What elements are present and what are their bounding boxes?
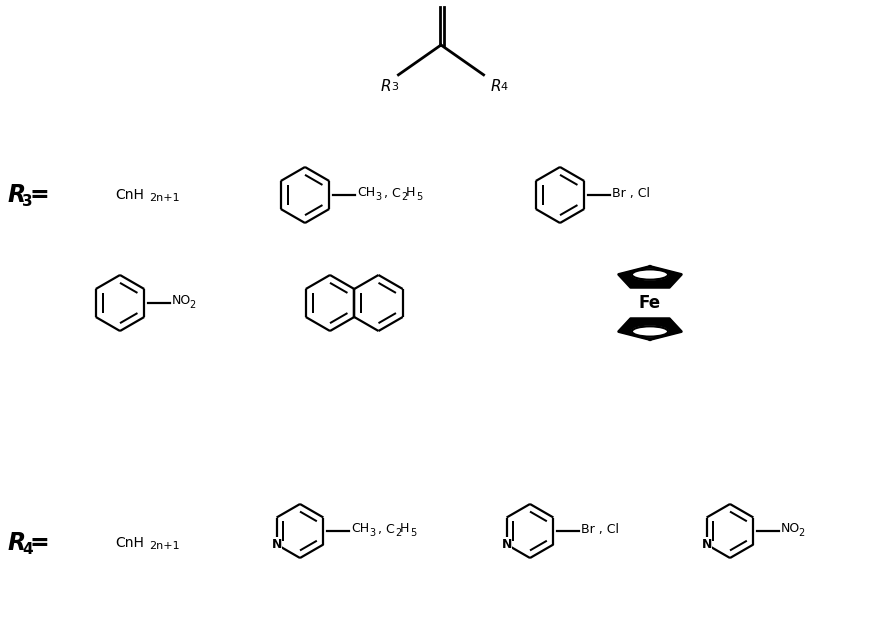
Text: N: N	[271, 538, 282, 551]
Text: H: H	[406, 186, 415, 199]
Text: 5: 5	[416, 192, 422, 202]
Text: 2: 2	[401, 192, 407, 202]
Text: =: =	[30, 531, 49, 555]
Text: 2: 2	[395, 528, 401, 538]
Text: 4: 4	[22, 541, 33, 556]
Text: R: R	[8, 531, 26, 555]
Text: N: N	[502, 538, 512, 551]
Text: R: R	[381, 79, 392, 94]
Polygon shape	[619, 266, 682, 287]
Text: CH: CH	[351, 523, 369, 536]
Text: 2: 2	[189, 300, 195, 310]
Text: 3: 3	[22, 194, 33, 208]
Text: , C: , C	[374, 523, 395, 536]
Text: , C: , C	[380, 186, 401, 199]
Text: N: N	[701, 538, 712, 551]
Text: Br , Cl: Br , Cl	[581, 523, 619, 536]
Ellipse shape	[632, 326, 668, 337]
Text: CnH: CnH	[115, 536, 144, 550]
Text: 3: 3	[369, 528, 375, 538]
Text: NO: NO	[172, 294, 192, 307]
Text: H: H	[400, 523, 410, 536]
Text: Fe: Fe	[639, 294, 661, 312]
Text: 2n+1: 2n+1	[149, 541, 179, 551]
Ellipse shape	[632, 269, 668, 280]
Text: 2: 2	[798, 528, 804, 538]
Text: Br , Cl: Br , Cl	[612, 186, 650, 199]
Text: 2n+1: 2n+1	[149, 193, 179, 203]
Text: =: =	[30, 183, 49, 207]
Text: R: R	[490, 79, 501, 94]
Polygon shape	[619, 319, 682, 340]
Text: 3: 3	[375, 192, 381, 202]
Text: 3: 3	[391, 82, 398, 92]
Text: R: R	[8, 183, 26, 207]
Text: NO: NO	[781, 523, 800, 536]
Text: 5: 5	[410, 528, 416, 538]
Text: CnH: CnH	[115, 188, 144, 202]
Text: 4: 4	[500, 82, 507, 92]
Text: CH: CH	[357, 186, 375, 199]
